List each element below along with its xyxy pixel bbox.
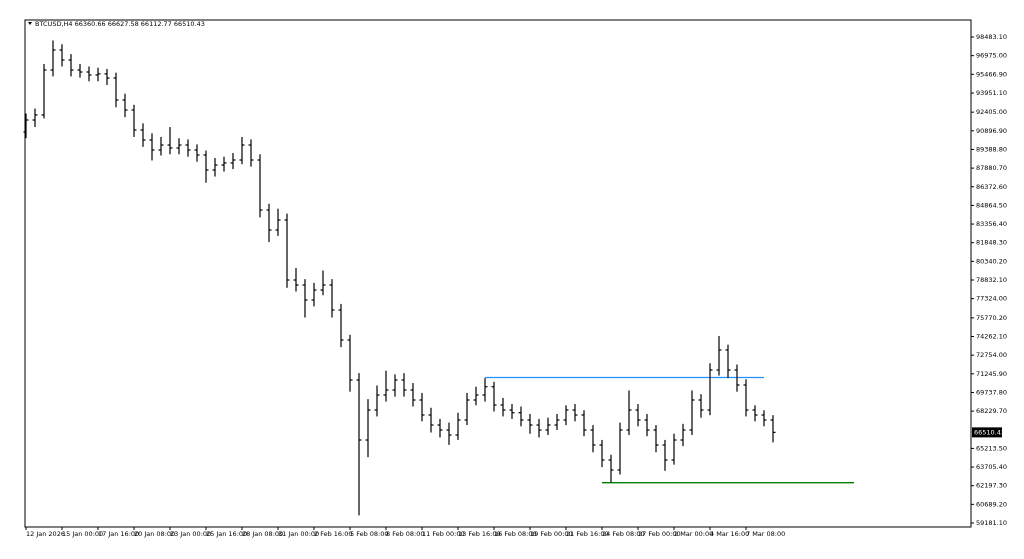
y-tick-label: 74262.10: [976, 333, 1007, 341]
y-tick-label: 75770.20: [976, 314, 1007, 322]
x-tick-label: 11 Feb 00:00: [422, 530, 465, 538]
x-tick-label: 2 Feb 16:00: [314, 530, 353, 538]
x-tick-label: 21 Feb 16:00: [566, 530, 609, 538]
x-tick-label: 31 Jan 00:00: [278, 530, 319, 538]
y-tick-label: 96975.00: [976, 52, 1007, 60]
x-tick-label: 7 Mar 08:00: [746, 530, 785, 538]
y-tick-label: 84864.50: [976, 201, 1007, 209]
y-tick-label: 71245.90: [976, 370, 1007, 378]
x-tick-label: 28 Jan 08:00: [242, 530, 283, 538]
y-tick-label: 87880.70: [976, 164, 1007, 172]
x-tick-label: 24 Feb 08:00: [602, 530, 645, 538]
x-tick-label: 5 Feb 08:00: [350, 530, 389, 538]
y-tick-label: 92405.00: [976, 108, 1007, 116]
x-tick-label: 2 Mar 00:00: [674, 530, 713, 538]
x-tick-label: 13 Feb 16:00: [458, 530, 501, 538]
y-tick-label: 77324.00: [976, 295, 1007, 303]
y-tick-label: 59181.10: [976, 519, 1007, 527]
price-tag-bg: [972, 427, 1002, 438]
x-tick-label: 12 Jan 2026: [26, 530, 65, 538]
x-tick-label: 23 Jan 00:00: [170, 530, 211, 538]
y-tick-label: 81848.30: [976, 239, 1007, 247]
y-tick-label: 90896.90: [976, 127, 1007, 135]
y-tick-label: 95466.90: [976, 70, 1007, 78]
y-tick-label: 69737.80: [976, 388, 1007, 396]
x-tick-label: 16 Feb 08:00: [494, 530, 537, 538]
y-tick-label: 68229.70: [976, 407, 1007, 415]
y-tick-label: 89388.80: [976, 145, 1007, 153]
y-tick-label: 62197.30: [976, 482, 1007, 490]
y-tick-label: 80340.20: [976, 257, 1007, 265]
y-tick-label: 98483.10: [976, 33, 1007, 41]
y-tick-label: 78832.10: [976, 276, 1007, 284]
y-tick-label: 93951.10: [976, 89, 1007, 97]
plot-frame: [24, 19, 972, 528]
price-tag: 66510.43: [974, 428, 1005, 436]
y-tick-label: 83356.40: [976, 220, 1007, 228]
x-tick-label: 27 Feb 00:00: [638, 530, 681, 538]
x-tick-label: 25 Jan 16:00: [206, 530, 247, 538]
y-tick-label: 63705.40: [976, 463, 1007, 471]
x-tick-label: 17 Jan 16:00: [98, 530, 139, 538]
y-tick-label: 86372.60: [976, 183, 1007, 191]
y-tick-label: 60689.20: [976, 500, 1007, 508]
symbol-arrow: [28, 22, 32, 25]
x-tick-label: 8 Feb 08:00: [386, 530, 425, 538]
x-tick-label: 4 Mar 16:00: [710, 530, 749, 538]
y-tick-label: 65213.50: [976, 444, 1007, 452]
chart-title: BTCUSD,H4 66360.66 66627.58 66112.77 665…: [35, 20, 205, 28]
y-tick-label: 72754.00: [976, 351, 1007, 359]
x-tick-label: 19 Feb 00:00: [530, 530, 573, 538]
x-tick-label: 15 Jan 00:00: [62, 530, 103, 538]
x-tick-label: 20 Jan 08:00: [134, 530, 175, 538]
